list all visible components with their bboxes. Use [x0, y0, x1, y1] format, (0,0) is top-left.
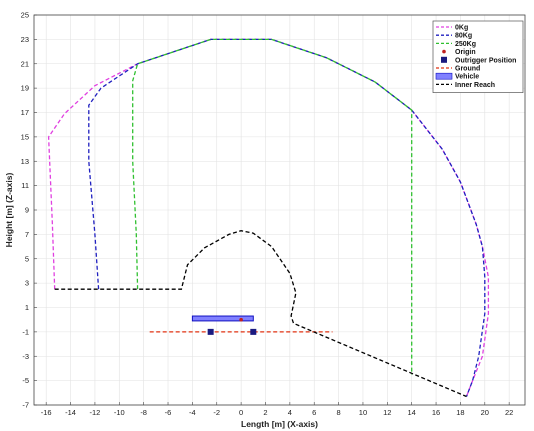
series-layer	[47, 38, 490, 398]
y-tick-label: -3	[22, 352, 29, 361]
legend-label: 80Kg	[455, 33, 472, 40]
series-line-80kg	[88, 38, 486, 397]
y-tick-label: 1	[25, 303, 29, 312]
origin-marker	[239, 317, 243, 322]
x-tick-label: 22	[505, 408, 513, 417]
y-tick-label: 23	[21, 35, 29, 44]
y-tick-label: 7	[25, 230, 29, 239]
outrigger-marker	[207, 328, 214, 335]
y-tick-label: -7	[22, 401, 29, 410]
series-line-inner-reach	[54, 230, 467, 398]
y-axis-label: Height [m] (Z-axis)	[4, 173, 14, 248]
x-tick-label: -12	[89, 408, 100, 417]
x-tick-label: -4	[189, 408, 196, 417]
x-tick-label: -8	[140, 408, 147, 417]
legend-swatch	[435, 72, 453, 80]
x-tick-label: 10	[359, 408, 367, 417]
y-tick-label: 21	[21, 59, 29, 68]
x-tick-label: 2	[263, 408, 267, 417]
legend-box	[432, 20, 524, 93]
legend-label: Inner Reach	[455, 82, 495, 89]
x-tick-label: 12	[383, 408, 391, 417]
x-tick-label: -10	[114, 408, 125, 417]
y-tick-label: 11	[21, 181, 29, 190]
legend-swatch	[442, 49, 446, 54]
y-tick-label: -1	[22, 327, 29, 336]
legend-label: 250Kg	[455, 41, 476, 48]
ticks: -16 -14 -12 -10 -8 -6 -4 -2 0 2 4 6 8 10 12 14 16 18 20 22 -…	[21, 11, 514, 418]
y-tick-label: 3	[25, 279, 29, 288]
y-tick-label: 19	[21, 84, 29, 93]
x-tick-label: 6	[312, 408, 316, 417]
x-tick-label: 14	[408, 408, 416, 417]
outrigger-marker	[250, 328, 257, 335]
x-tick-label: -14	[65, 408, 76, 417]
vehicle-body	[191, 315, 254, 322]
x-tick-label: -2	[213, 408, 220, 417]
x-tick-label: 4	[288, 408, 292, 417]
legend-label: Origin	[455, 49, 476, 56]
x-tick-label: 16	[432, 408, 440, 417]
x-axis-label: Length [m] (X-axis)	[241, 419, 318, 429]
y-tick-label: 13	[21, 157, 29, 166]
y-tick-label: 9	[25, 206, 29, 215]
legend-label: Ground	[455, 66, 480, 73]
legend-label: Outrigger Position	[455, 57, 516, 64]
marks-layer	[191, 315, 257, 335]
y-tick-label: 25	[21, 11, 29, 20]
x-tick-label: -6	[165, 408, 172, 417]
x-tick-label: 8	[337, 408, 341, 417]
x-tick-label: 20	[481, 408, 489, 417]
y-tick-label: 5	[25, 254, 29, 263]
legend-swatch	[441, 56, 447, 63]
legend-label: 0Kg	[455, 25, 468, 32]
x-tick-label: -16	[41, 408, 52, 417]
legend-label: Vehicle	[455, 74, 479, 81]
y-tick-label: 15	[21, 132, 29, 141]
y-tick-label: -5	[22, 376, 29, 385]
x-tick-label: 18	[456, 408, 464, 417]
x-tick-label: 0	[239, 408, 243, 417]
y-tick-label: 17	[21, 108, 29, 117]
